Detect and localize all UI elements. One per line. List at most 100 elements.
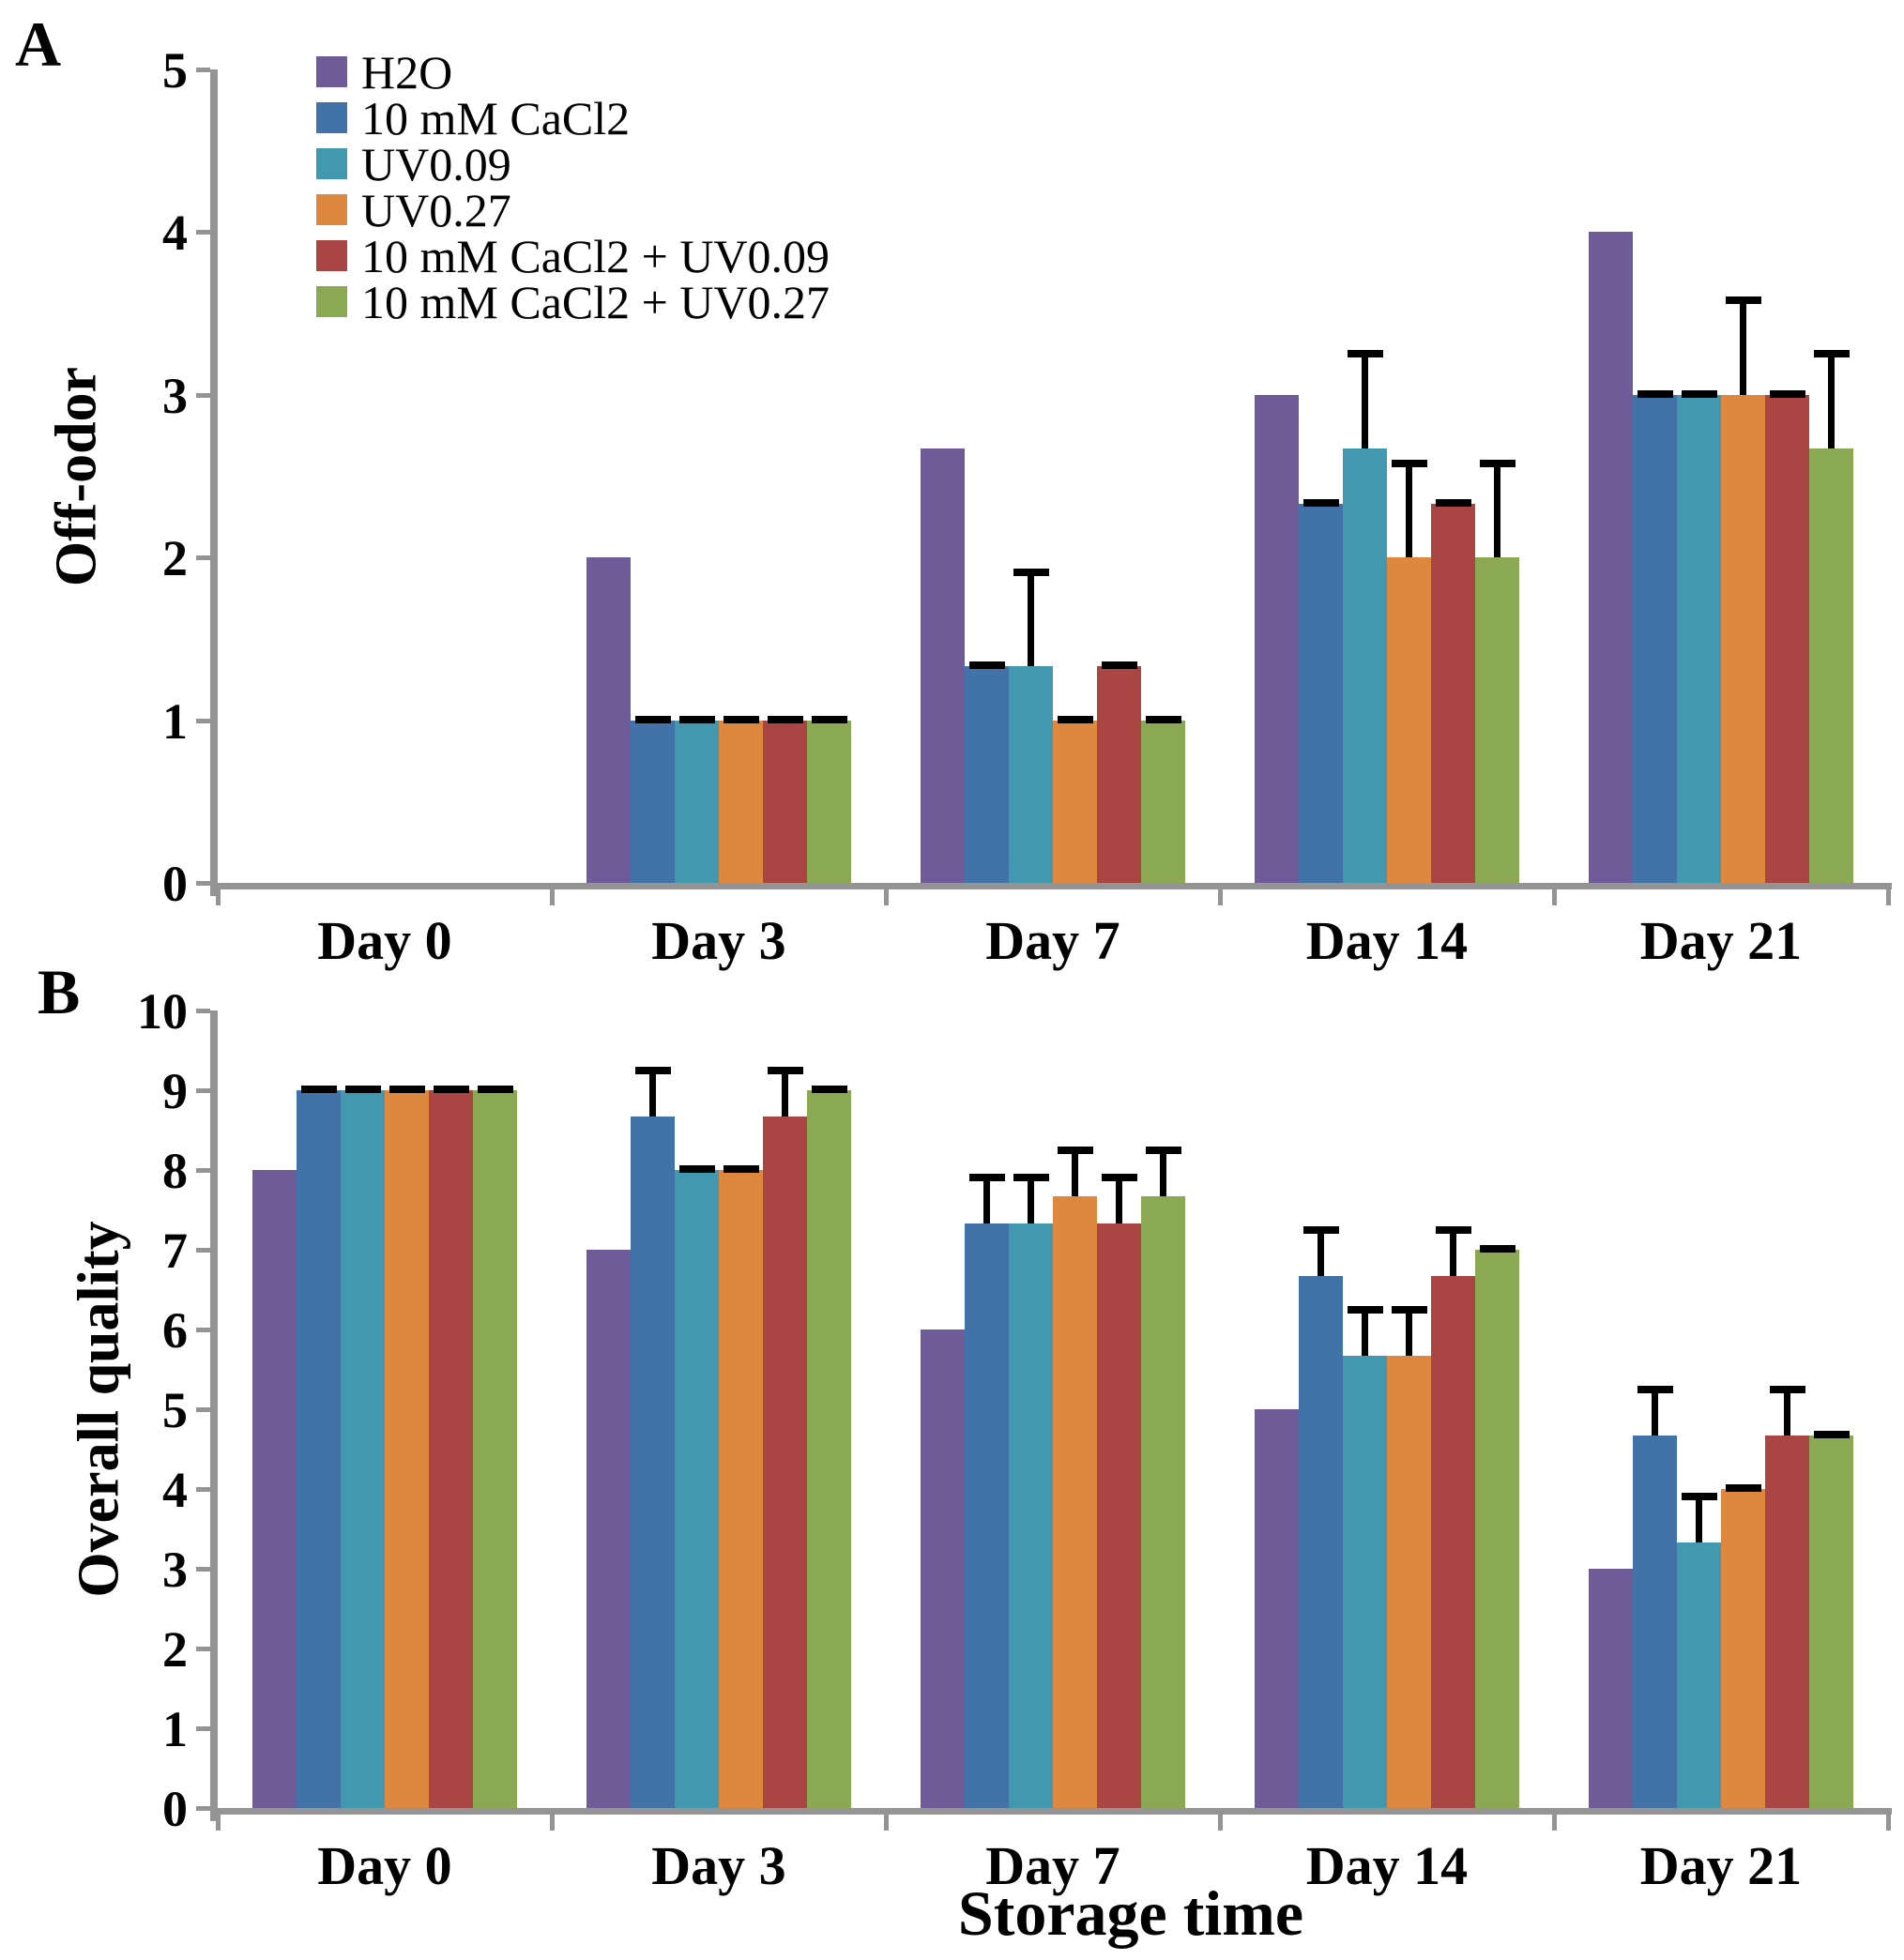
panel-a-letter: A (15, 8, 62, 80)
x-tick (884, 889, 889, 905)
error-bar-stem (1362, 1309, 1368, 1357)
error-bar-cap (811, 715, 847, 723)
error-bar-stem (1028, 571, 1034, 667)
error-bar-cap (1681, 389, 1717, 398)
bar-10-mm-cacl2-day-21 (1633, 394, 1677, 883)
error-bar-cap (1145, 1146, 1181, 1154)
y-tick-label: 5 (162, 1382, 188, 1438)
error-bar-cap (1725, 1484, 1761, 1492)
bar-uv0-09-day-21 (1677, 394, 1721, 883)
error-bar-stem (1362, 354, 1368, 448)
bar-10-mm-cacl2-day-7 (965, 666, 1009, 883)
error-bar-cap (1057, 1146, 1093, 1154)
y-tick-label: 0 (162, 1781, 188, 1837)
error-bar-cap (1637, 1385, 1673, 1393)
x-axis-title: Storage time (957, 1877, 1304, 1949)
error-bar-cap (1302, 498, 1339, 507)
bar-uv0-09-day-14 (1343, 1356, 1387, 1808)
x-category-label: Day 3 (651, 910, 786, 971)
bar-10-mm-cacl2-uv0-09-day-21 (1765, 1436, 1809, 1808)
bar-uv0-27-day-0 (385, 1090, 429, 1808)
y-tick-label: 5 (162, 42, 188, 99)
bar-uv0-27-day-7 (1053, 1196, 1097, 1808)
bar-10-mm-cacl2-day-3 (631, 1117, 675, 1808)
error-bar-stem (1072, 1149, 1078, 1197)
bar-h2o-day-3 (586, 1250, 631, 1808)
y-tick-label: 2 (162, 1621, 188, 1678)
y-axis-line (210, 69, 218, 896)
error-bar-stem (1696, 1496, 1702, 1542)
y-axis-line (210, 1010, 218, 1821)
legend-label: H2O (361, 45, 453, 99)
legend-swatch (316, 194, 347, 225)
bar-uv0-27-day-3 (719, 1170, 763, 1808)
bar-10-mm-cacl2-day-0 (297, 1090, 341, 1808)
error-bar-cap (1479, 459, 1516, 467)
bar-h2o-day-0 (252, 1170, 297, 1808)
y-tick-label: 6 (162, 1302, 188, 1359)
legend-label: UV0.09 (361, 137, 511, 190)
bar-10-mm-cacl2-uv0-09-day-0 (429, 1090, 473, 1808)
x-category-label: Day 7 (985, 910, 1120, 971)
x-tick (550, 1815, 555, 1831)
error-bar-cap (1681, 1492, 1717, 1500)
legend-row: UV0.09 (316, 137, 830, 190)
bar-uv0-09-day-3 (675, 1170, 719, 1808)
bar-h2o-day-14 (1255, 1409, 1299, 1808)
error-bar-cap (1057, 715, 1093, 723)
error-bar-cap (723, 1165, 759, 1173)
x-category-label: Day 7 (985, 1835, 1120, 1896)
error-bar-cap (1391, 1305, 1427, 1314)
bar-uv0-09-day-21 (1677, 1542, 1721, 1808)
y-tick-label: 2 (162, 530, 188, 587)
y-tick-label: 1 (162, 692, 188, 750)
y-tick-label: 7 (162, 1223, 188, 1279)
error-bar-cap (1347, 1305, 1383, 1314)
error-bar-cap (678, 715, 715, 723)
x-tick (216, 889, 221, 905)
error-bar-cap (1813, 350, 1850, 358)
error-bar-cap (1479, 1245, 1516, 1253)
error-bar-cap (388, 1086, 425, 1093)
panel-b-plot-area: 0 1 2 3 4 5 6 7 8 9 10 Day 0 Day 3 Day 7 Day 14 Day 21 (137, 986, 1892, 1893)
bar-uv0-27-day-3 (719, 720, 763, 883)
error-bar-cap (723, 715, 759, 723)
panel-b-letter: B (38, 956, 81, 1027)
error-bar-cap (1013, 568, 1049, 576)
y-tick-label: 8 (162, 1143, 188, 1199)
bar-10-mm-cacl2-uv0-27-day-3 (807, 1090, 851, 1808)
y-tick-label: 4 (162, 205, 188, 262)
panel-a-plot-area: 0 1 2 3 4 5 Day 0 Day 3 Day 7 Day 14 Day 21 (162, 45, 1892, 968)
bar-10-mm-cacl2-uv0-27-day-21 (1809, 448, 1853, 883)
error-bar-cap (678, 1165, 715, 1173)
y-tick-label: 1 (162, 1701, 188, 1757)
legend-label: 10 mM CaCl2 + UV0.27 (361, 275, 830, 328)
legend-swatch (316, 286, 347, 317)
error-bar-cap (767, 715, 803, 723)
error-bar-cap (968, 661, 1005, 670)
error-bar-stem (1406, 1309, 1412, 1357)
y-tick (196, 1009, 210, 1013)
y-tick (196, 881, 210, 886)
bar-uv0-09-day-0 (341, 1090, 385, 1808)
y-tick (196, 1806, 210, 1811)
bar-10-mm-cacl2-uv0-27-day-14 (1475, 557, 1519, 883)
y-tick (196, 1647, 210, 1651)
y-tick-label: 0 (162, 856, 188, 912)
error-bar-cap (968, 1173, 1005, 1181)
error-bar-stem (1784, 1389, 1790, 1436)
error-bar-cap (1637, 389, 1673, 398)
y-tick (196, 1726, 210, 1731)
bar-uv0-09-day-14 (1343, 448, 1387, 883)
bar-uv0-09-day-7 (1009, 1223, 1053, 1808)
error-bar-stem (782, 1070, 788, 1117)
y-tick (196, 1328, 210, 1332)
y-tick (196, 1168, 210, 1173)
bar-10-mm-cacl2-uv0-27-day-7 (1141, 1196, 1185, 1808)
error-bar-cap (477, 1086, 513, 1093)
y-tick (196, 1088, 210, 1093)
bar-10-mm-cacl2-uv0-09-day-14 (1431, 503, 1475, 883)
bar-10-mm-cacl2-uv0-09-day-3 (763, 720, 807, 883)
bar-uv0-09-day-7 (1009, 666, 1053, 883)
